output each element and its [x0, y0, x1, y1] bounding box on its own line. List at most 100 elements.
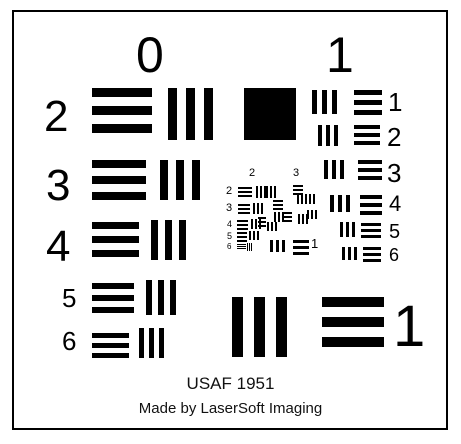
bar-17 [179, 220, 186, 260]
bar-63 [354, 247, 357, 260]
bar-137 [254, 297, 265, 357]
chart-title: USAF 1951 [186, 374, 275, 393]
bar-53 [360, 203, 382, 207]
bar-98 [249, 243, 250, 251]
element-label-5: 5 [62, 283, 77, 313]
bar-86 [255, 219, 257, 229]
bar-68 [238, 191, 252, 193]
target-frame [12, 10, 448, 430]
bar-119 [302, 214, 304, 224]
bar-141 [322, 337, 384, 347]
element-label-6: 6 [62, 326, 77, 356]
bar-59 [361, 229, 381, 232]
element-label-2: 2 [44, 92, 69, 141]
bar-131 [276, 240, 279, 252]
center-row-label-2: 2 [226, 185, 233, 197]
center-label-2: 2 [249, 167, 256, 179]
bar-23 [170, 280, 176, 315]
bar-20 [92, 307, 134, 313]
group-label-0: 0 [136, 27, 164, 83]
bar-42 [354, 141, 380, 145]
bar-49 [330, 195, 334, 212]
bar-75 [274, 186, 276, 198]
bar-8 [92, 192, 146, 200]
credit-line: Made by LaserSoft Imaging [138, 400, 323, 417]
bar-62 [348, 247, 351, 260]
bar-11 [192, 160, 200, 200]
bar-118 [298, 214, 300, 224]
bar-10 [176, 160, 184, 200]
bar-134 [293, 246, 309, 249]
bar-36 [354, 110, 382, 115]
bar-15 [151, 220, 158, 260]
bar-80 [257, 203, 259, 214]
bar-46 [358, 160, 382, 164]
bar-61 [342, 247, 345, 260]
bar-115 [283, 212, 292, 214]
bar-94 [237, 244, 246, 245]
bar-30 [244, 88, 296, 140]
bar-67 [238, 187, 252, 189]
bar-79 [253, 203, 255, 214]
center-row-label-4: 4 [227, 219, 233, 229]
center-label-3: 3 [293, 167, 300, 179]
bar-31 [312, 90, 317, 114]
bar-132 [282, 240, 285, 252]
bar-24 [92, 333, 129, 338]
bar-99 [251, 243, 252, 251]
bar-56 [346, 222, 349, 237]
bar-73 [266, 186, 268, 198]
bar-58 [361, 223, 381, 226]
bar-101 [293, 189, 303, 191]
bar-112 [274, 212, 276, 222]
bar-93 [257, 231, 259, 240]
bar-111 [273, 208, 283, 210]
element-label-4: 4 [46, 222, 71, 271]
bar-108 [313, 194, 315, 204]
bar-82 [237, 220, 248, 222]
bar-76 [238, 204, 250, 206]
right-label-1: 1 [388, 87, 403, 117]
bar-83 [237, 224, 248, 226]
bar-77 [238, 208, 250, 210]
bar-60 [361, 235, 381, 238]
bar-39 [334, 125, 338, 146]
bar-138 [276, 297, 287, 357]
bar-72 [264, 186, 266, 198]
center-row-label-6: 6 [227, 242, 232, 251]
bar-97 [247, 243, 248, 251]
bar-13 [92, 236, 139, 243]
bar-32 [322, 90, 327, 114]
bar-54 [360, 211, 382, 215]
bar-21 [146, 280, 152, 315]
bar-116 [283, 216, 292, 218]
bar-124 [258, 217, 266, 219]
bar-0 [92, 88, 152, 97]
bar-38 [326, 125, 330, 146]
bar-133 [293, 240, 309, 243]
bar-117 [283, 220, 292, 222]
bar-81 [261, 203, 263, 214]
bar-139 [322, 297, 384, 307]
bar-113 [278, 212, 280, 222]
bar-84 [237, 228, 248, 230]
bar-109 [273, 200, 283, 202]
bar-6 [92, 160, 146, 168]
bar-40 [354, 125, 380, 129]
bar-43 [324, 160, 328, 179]
bar-48 [358, 176, 382, 180]
bar-9 [160, 160, 168, 200]
bar-135 [293, 252, 309, 255]
bar-12 [92, 222, 139, 229]
bar-128 [271, 222, 273, 231]
bar-22 [158, 280, 164, 315]
center-inner-label-1: 1 [311, 236, 319, 251]
bar-123 [315, 210, 317, 219]
bar-90 [237, 240, 247, 242]
bar-7 [92, 176, 146, 184]
bar-129 [275, 222, 277, 231]
bar-27 [139, 328, 144, 358]
bar-78 [238, 212, 250, 214]
bar-44 [332, 160, 336, 179]
